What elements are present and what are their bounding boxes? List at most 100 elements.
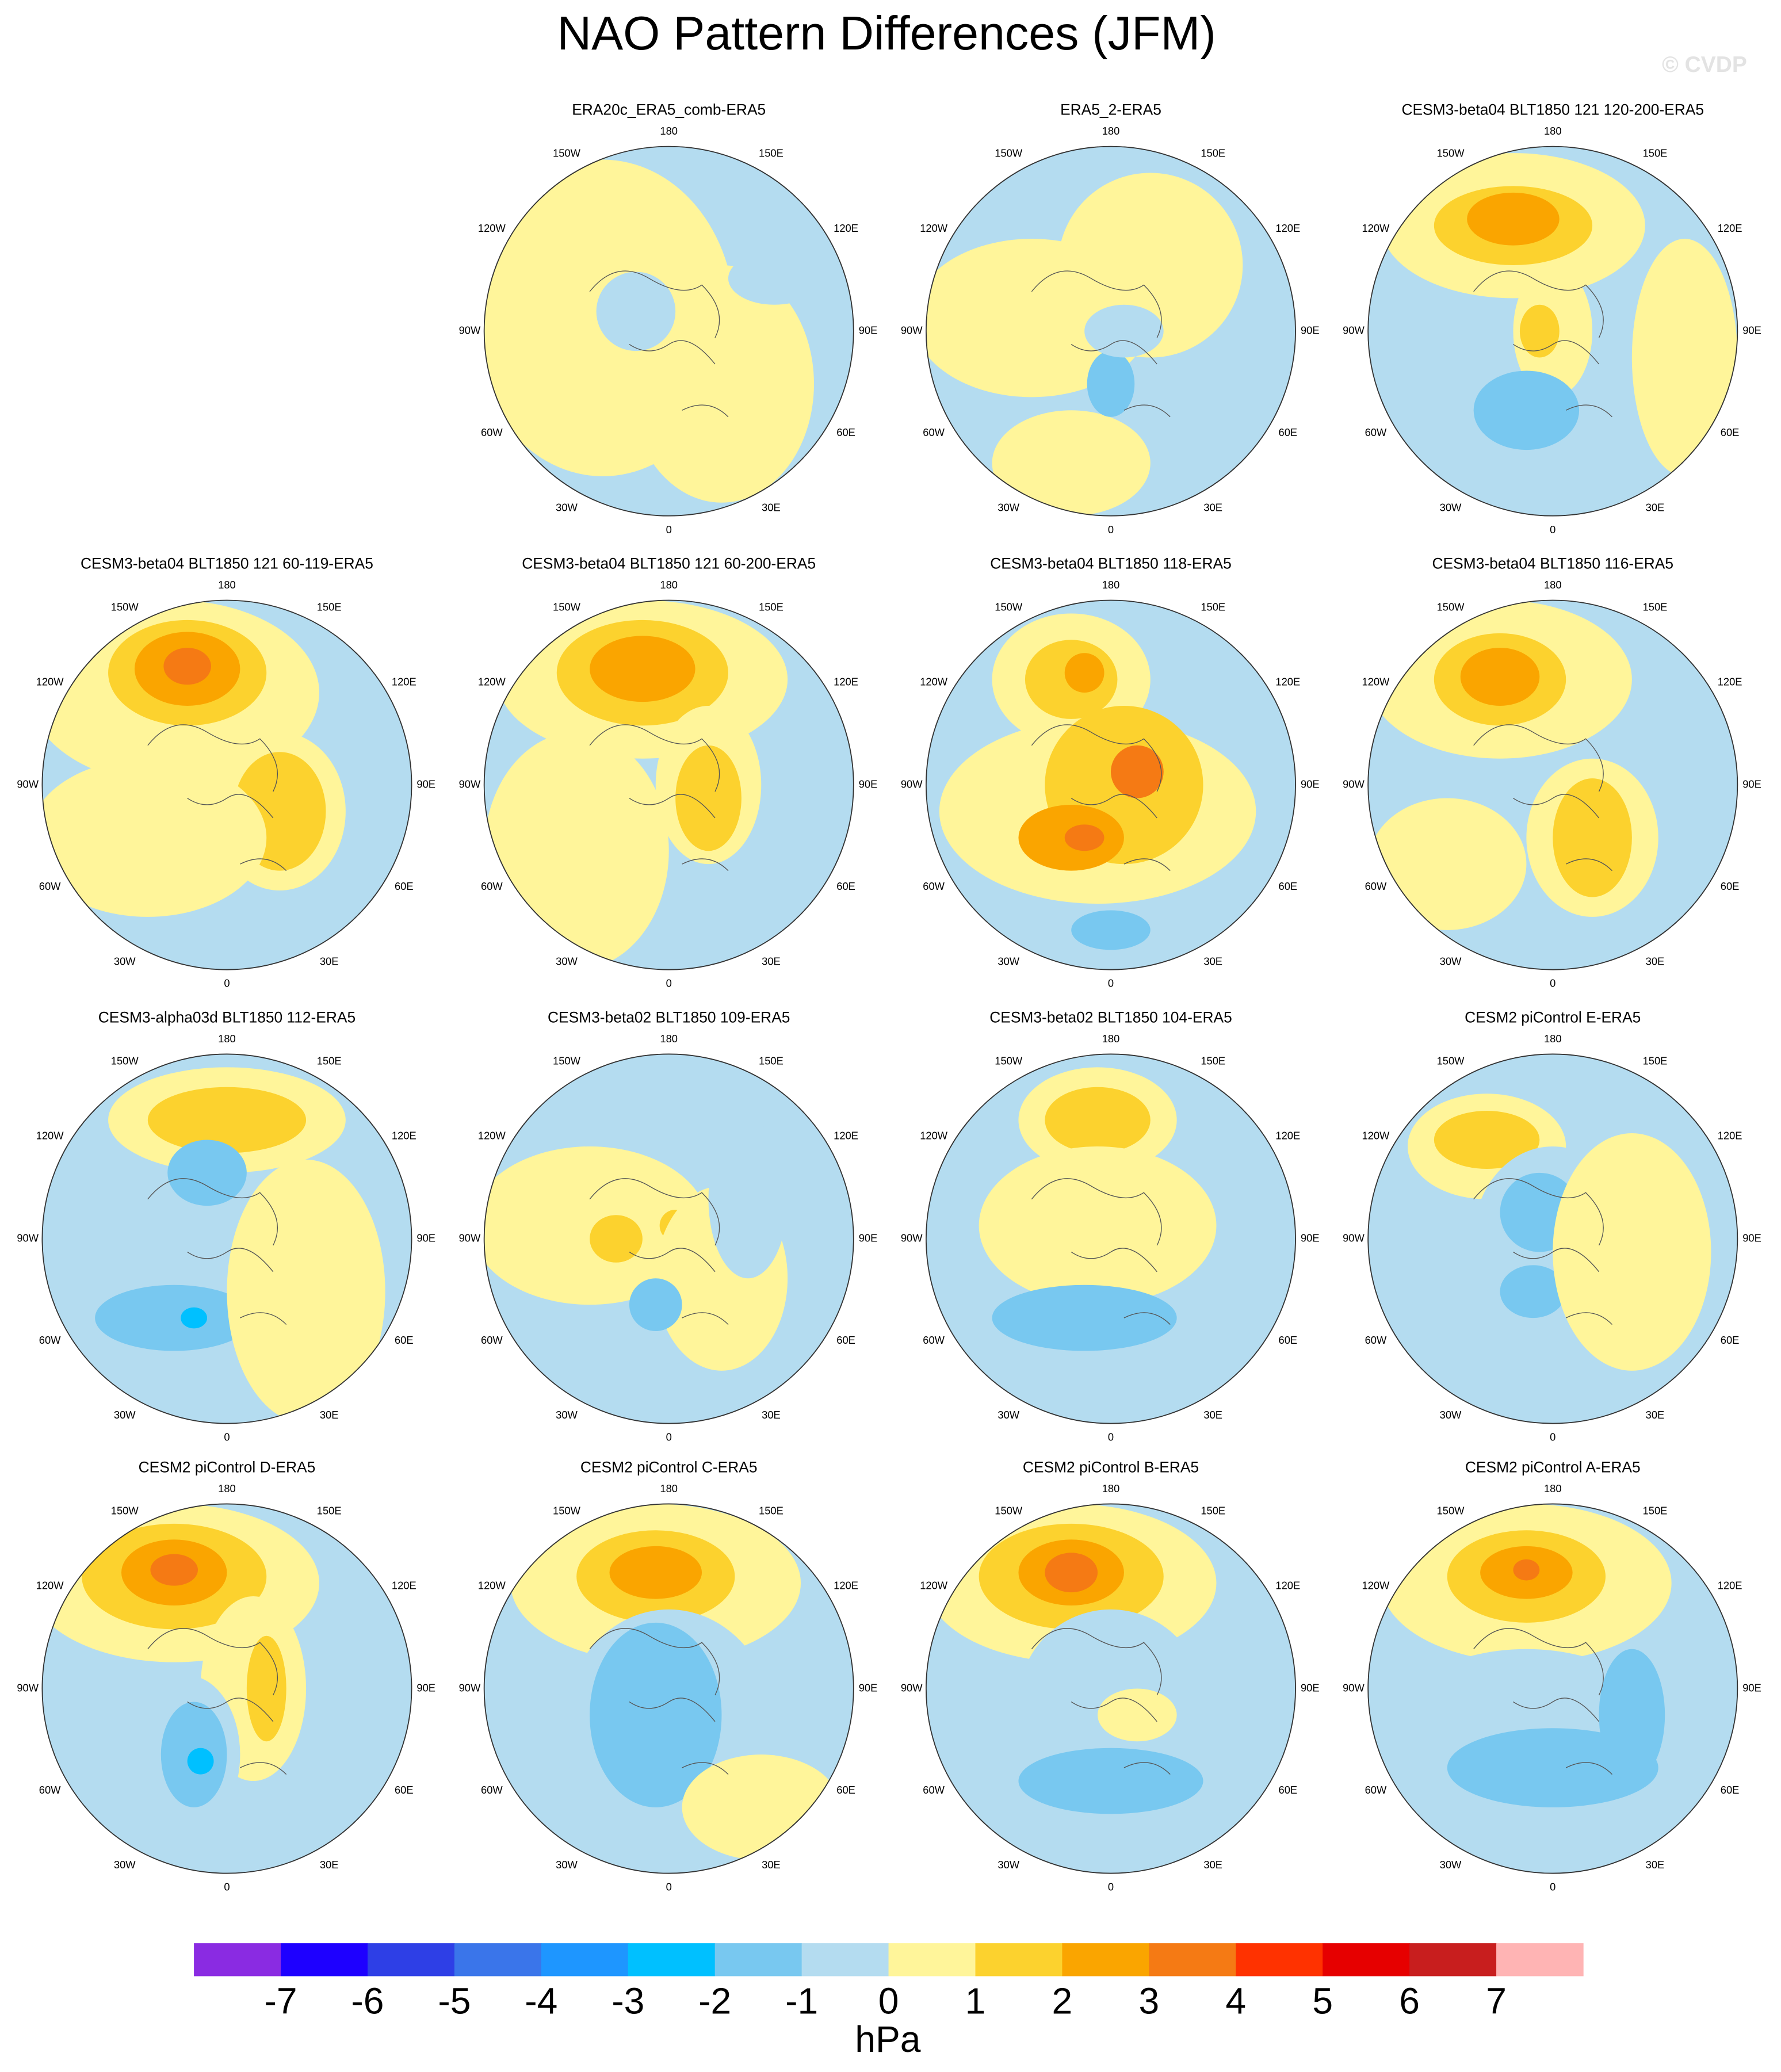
longitude-label: 90W	[1343, 324, 1365, 337]
longitude-label: 60W	[481, 880, 503, 892]
colorbar-tick-label: -5	[438, 1981, 471, 2022]
longitude-label: 180	[1102, 1033, 1120, 1045]
longitude-label: 120W	[1362, 222, 1390, 234]
longitude-label: 90W	[459, 1232, 481, 1244]
longitude-label: 0	[1108, 523, 1114, 536]
colorbar-box	[801, 1943, 889, 1977]
longitude-label: 90W	[901, 778, 923, 790]
longitude-label: 150W	[553, 601, 581, 613]
longitude-label: 120E	[834, 1580, 858, 1592]
longitude-label: 150W	[995, 1505, 1023, 1517]
longitude-label: 120W	[478, 676, 506, 688]
panel-title: ERA20c_ERA5_comb-ERA5	[572, 101, 766, 118]
longitude-label: 90W	[17, 1232, 39, 1244]
longitude-label: 30W	[114, 955, 136, 967]
longitude-label: 30E	[762, 1409, 781, 1421]
longitude-label: 30W	[114, 1859, 136, 1871]
map-border	[1367, 1503, 1738, 1874]
colorbar-tick-label: 3	[1138, 1981, 1159, 2022]
longitude-label: 0	[1550, 1431, 1555, 1443]
contour-region	[1631, 239, 1738, 476]
longitude-label: 60W	[1365, 880, 1387, 892]
longitude-label: 120E	[834, 1130, 858, 1142]
map-panel	[926, 1504, 1296, 1874]
colorbar-box	[1149, 1943, 1236, 1977]
longitude-label: 120W	[36, 676, 64, 688]
contour-region	[590, 1622, 722, 1807]
figure-title: NAO Pattern Differences (JFM)	[557, 7, 1216, 60]
map-panel	[1368, 1504, 1738, 1874]
longitude-label: 90E	[1742, 778, 1761, 790]
contour-region	[167, 1140, 247, 1206]
longitude-label: 90W	[1343, 778, 1365, 790]
colorbar-tick-label: -7	[265, 1981, 297, 2022]
panel-title: CESM2 piControl E-ERA5	[1465, 1008, 1641, 1026]
longitude-label: 0	[224, 1431, 230, 1443]
colorbar-box	[628, 1943, 716, 1977]
colorbar-box	[367, 1943, 455, 1977]
colorbar-box	[194, 1943, 281, 1977]
longitude-label: 120W	[920, 1130, 948, 1142]
longitude-label: 60W	[481, 1334, 503, 1346]
map-border	[926, 1053, 1296, 1424]
map-border	[926, 146, 1296, 517]
longitude-label: 180	[660, 125, 678, 137]
contour-region	[1553, 1133, 1711, 1371]
colorbar-tick-label: 5	[1312, 1981, 1333, 2022]
longitude-label: 60W	[481, 1784, 503, 1796]
longitude-label: 90W	[901, 324, 923, 337]
longitude-label: 30W	[556, 501, 578, 513]
contour-region	[42, 758, 267, 917]
map-panel	[1368, 146, 1738, 516]
map-panel	[42, 600, 412, 970]
longitude-label: 30E	[1646, 501, 1665, 513]
longitude-label: 30E	[320, 955, 339, 967]
longitude-label: 120W	[1362, 676, 1390, 688]
longitude-label: 120E	[392, 1580, 416, 1592]
map-panel	[1368, 600, 1738, 970]
longitude-label: 120E	[1275, 676, 1300, 688]
colorbar-tick-label: -3	[611, 1981, 644, 2022]
contour-region	[1110, 745, 1164, 798]
longitude-label: 30W	[997, 1409, 1019, 1421]
contour-region	[147, 1087, 307, 1153]
map-border	[1367, 146, 1738, 517]
longitude-label: 60E	[1721, 426, 1740, 438]
longitude-label: 60W	[481, 426, 503, 438]
panel-title: CESM3-beta04 BLT1850 116-ERA5	[1432, 555, 1673, 572]
longitude-label: 180	[1102, 1482, 1120, 1494]
longitude-label: 90W	[901, 1681, 923, 1693]
colorbar-tick-label: 2	[1052, 1981, 1073, 2022]
contour-region	[629, 1278, 682, 1332]
longitude-label: 150E	[759, 1505, 784, 1517]
colorbar-box	[714, 1943, 802, 1977]
coastline	[147, 724, 287, 871]
longitude-label: 90E	[1301, 778, 1320, 790]
longitude-label: 150E	[1643, 147, 1668, 159]
longitude-label: 120E	[1275, 1580, 1300, 1592]
map-border	[483, 1053, 854, 1424]
longitude-label: 180	[660, 579, 678, 591]
longitude-label: 90E	[1301, 1681, 1320, 1693]
coastline	[1031, 1178, 1171, 1325]
longitude-label: 0	[666, 523, 672, 536]
colorbar-box	[1236, 1943, 1323, 1977]
longitude-label: 30E	[762, 501, 781, 513]
longitude-label: 60W	[39, 1334, 61, 1346]
panel-title: CESM3-beta02 BLT1850 109-ERA5	[548, 1008, 790, 1026]
coastline	[589, 1628, 729, 1775]
longitude-label: 60E	[1721, 1334, 1740, 1346]
colorbar-unit: hPa	[855, 2019, 921, 2060]
longitude-label: 120W	[478, 1130, 506, 1142]
longitude-label: 120W	[920, 676, 948, 688]
map-border	[483, 599, 854, 970]
longitude-label: 60E	[1279, 426, 1298, 438]
longitude-label: 150E	[1643, 1505, 1668, 1517]
colorbar-box	[1323, 1943, 1410, 1977]
longitude-label: 90E	[1742, 1232, 1761, 1244]
coastline	[1473, 1178, 1612, 1325]
longitude-label: 150E	[1201, 1054, 1225, 1066]
map-border	[926, 599, 1296, 970]
map-panel	[926, 146, 1296, 516]
